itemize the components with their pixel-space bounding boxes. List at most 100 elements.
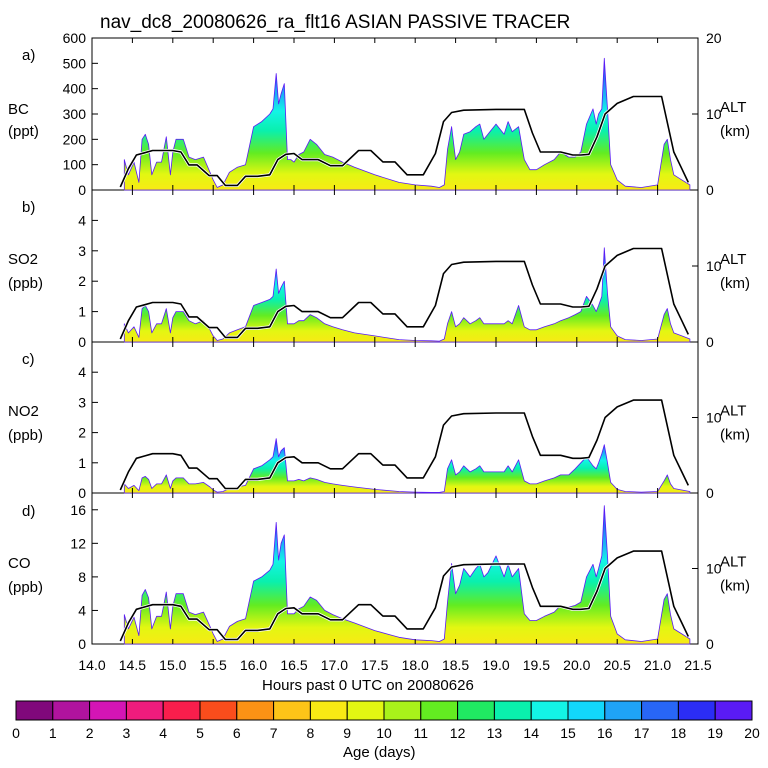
colorbar-swatch — [199, 700, 238, 721]
colorbar-swatch — [420, 700, 459, 721]
panel-y-label: BC — [8, 101, 29, 118]
colorbar-tick-label: 4 — [159, 725, 167, 741]
y-tick-label: 2 — [78, 273, 86, 289]
alt-axis-units: (km) — [720, 427, 750, 444]
y-tick-label: 8 — [78, 569, 86, 585]
y-tick-label: 1 — [78, 304, 86, 320]
alt-axis-label: ALT — [720, 554, 746, 571]
panel-y-units: (ppt) — [8, 123, 39, 140]
panel-y-label: NO2 — [8, 403, 39, 420]
panel-so2: b) SO2 (ppb) — [8, 189, 699, 343]
panel-y-units: (ppb) — [8, 275, 43, 292]
y-tick-label: 300 — [63, 106, 87, 122]
x-tick-label: 20.0 — [563, 657, 590, 673]
tracer-area-no2 — [123, 438, 691, 494]
alt-axis-label: ALT — [720, 99, 746, 116]
colorbar-tick-label: 18 — [671, 725, 687, 741]
colorbar-swatch — [309, 700, 348, 721]
tracer-area-co — [123, 505, 691, 645]
colorbar-swatch — [162, 700, 201, 721]
colorbar-tick-label: 20 — [744, 725, 760, 741]
y-tick-label: 400 — [63, 81, 87, 97]
y-tick-label: 0 — [78, 636, 86, 652]
x-tick-label: 16.0 — [240, 657, 267, 673]
y-tick-label: 1 — [78, 455, 86, 471]
colorbar-swatch — [236, 700, 275, 721]
dynamic-marks: 010020030040050060001020ALT(km)01234010A… — [12, 30, 760, 741]
y-tick-label: 16 — [70, 502, 86, 518]
panel-letter: d) — [22, 503, 35, 520]
colorbar-swatch — [567, 700, 606, 721]
panel-y-units: (ppb) — [8, 427, 43, 444]
y-tick-label: 0 — [78, 485, 86, 501]
altitude-line — [119, 550, 690, 642]
colorbar-tick-label: 13 — [487, 725, 503, 741]
colorbar-tick-label: 8 — [307, 725, 315, 741]
alt-axis-units: (km) — [720, 123, 750, 140]
x-tick-label: 21.0 — [644, 657, 671, 673]
colorbar-tick-label: 9 — [343, 725, 351, 741]
altitude-line — [119, 399, 690, 491]
x-tick-label: 14.0 — [78, 657, 105, 673]
x-tick-label: 17.5 — [361, 657, 388, 673]
chart-title: nav_dc8_20080626_ra_flt16 ASIAN PASSIVE … — [100, 12, 570, 33]
alt-axis-units: (km) — [720, 275, 750, 292]
x-axis-label: Hours past 0 UTC on 20080626 — [262, 677, 474, 694]
tracer-area-so2 — [123, 247, 691, 343]
panel-y-units: (ppb) — [8, 579, 43, 596]
x-tick-label: 15.5 — [200, 657, 227, 673]
alt-tick-label: 0 — [706, 636, 714, 652]
colorbar-tick-label: 2 — [86, 725, 94, 741]
colorbar-swatch — [493, 700, 532, 721]
y-tick-label: 4 — [78, 212, 86, 228]
panel-letter: b) — [22, 199, 35, 216]
colorbar-tick-label: 14 — [523, 725, 539, 741]
alt-tick-label: 10 — [706, 561, 722, 577]
colorbar-swatch — [604, 700, 643, 721]
colorbar-tick-label: 16 — [597, 725, 613, 741]
alt-tick-label: 10 — [706, 258, 722, 274]
colorbar-swatch — [273, 700, 311, 721]
colorbar-tick-label: 12 — [450, 725, 466, 741]
alt-axis-label: ALT — [720, 251, 746, 268]
y-tick-label: 2 — [78, 425, 86, 441]
x-tick-label: 15.0 — [159, 657, 186, 673]
colorbar-swatch — [714, 700, 753, 721]
y-tick-label: 600 — [63, 30, 87, 46]
alt-axis-units: (km) — [720, 578, 750, 595]
colorbar-tick-label: 19 — [707, 725, 723, 741]
colorbar-swatch — [15, 700, 54, 721]
y-tick-label: 100 — [63, 157, 87, 173]
colorbar-tick-label: 1 — [49, 725, 57, 741]
y-tick-label: 500 — [63, 55, 87, 71]
colorbar-tick-label: 5 — [196, 725, 204, 741]
colorbar-tick-label: 10 — [376, 725, 392, 741]
x-tick-label: 18.0 — [402, 657, 429, 673]
colorbar-swatch — [346, 700, 385, 721]
colorbar-tick-label: 11 — [414, 725, 429, 741]
panel-letter: c) — [22, 351, 35, 368]
colorbar-swatch — [125, 700, 164, 721]
alt-tick-label: 0 — [706, 182, 714, 198]
x-tick-label: 17.0 — [321, 657, 348, 673]
tracer-area-bc — [123, 57, 691, 191]
y-tick-label: 3 — [78, 243, 86, 259]
x-tick-label: 19.5 — [523, 657, 550, 673]
x-tick-label: 20.5 — [604, 657, 631, 673]
altitude-line — [119, 95, 690, 188]
alt-tick-label: 0 — [706, 485, 714, 501]
colorbar-tick-label: 7 — [270, 725, 278, 741]
y-tick-label: 12 — [70, 535, 86, 551]
panel-y-label: CO — [8, 555, 31, 572]
x-tick-label: 16.5 — [280, 657, 307, 673]
colorbar-swatch — [677, 700, 716, 721]
alt-tick-label: 20 — [706, 30, 722, 46]
alt-tick-label: 10 — [706, 106, 722, 122]
panel-y-label: SO2 — [8, 251, 38, 268]
colorbar-tick-label: 3 — [123, 725, 131, 741]
alt-tick-label: 10 — [706, 410, 722, 426]
colorbar-swatch — [530, 700, 569, 721]
colorbar-tick-label: 17 — [634, 725, 650, 741]
x-tick-label: 18.5 — [442, 657, 469, 673]
